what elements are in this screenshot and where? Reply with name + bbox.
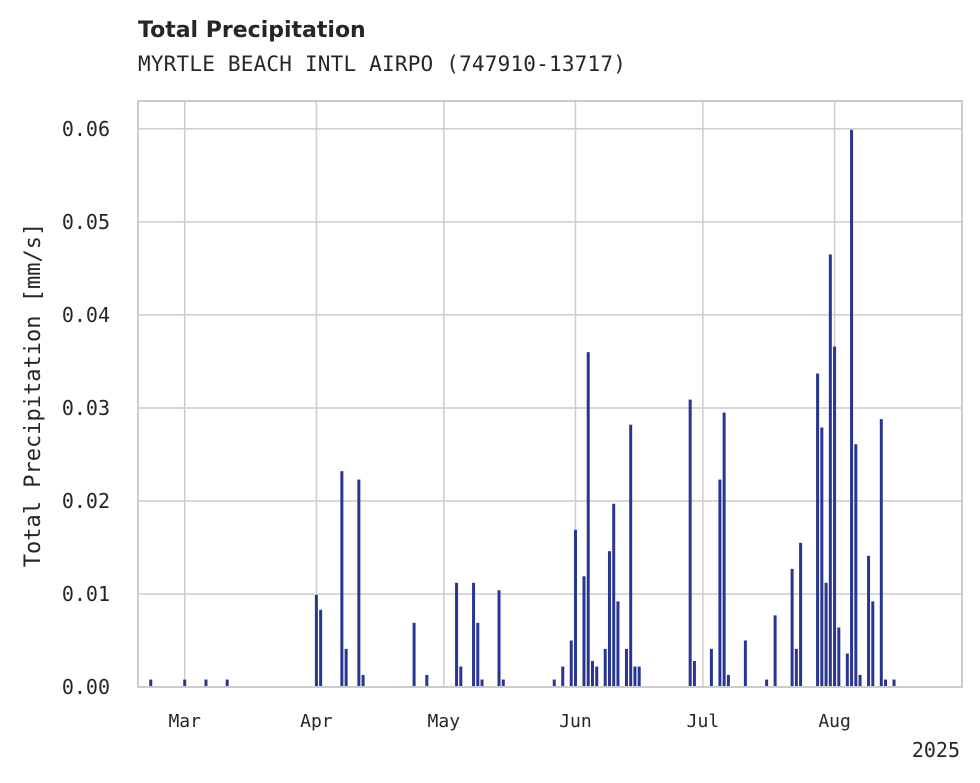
x-tick-labels: Mar Apr May Jun Jul Aug [168, 711, 850, 732]
x-tick-label: Aug [818, 711, 851, 732]
precipitation-bar [892, 679, 896, 687]
plot-frame [137, 100, 963, 688]
precipitation-bar [340, 471, 344, 687]
precipitation-bar [497, 590, 501, 687]
precipitation-bar [722, 412, 726, 687]
precipitation-bar [790, 568, 794, 687]
precipitation-bar [794, 648, 798, 687]
precipitation-bar [459, 666, 463, 687]
y-tick-label: 0.00 [62, 675, 110, 699]
precipitation-bar [183, 679, 187, 687]
precipitation-bar [319, 609, 323, 687]
precipitation-bar [412, 622, 416, 687]
x-tick-label: Apr [300, 711, 333, 732]
precipitation-bar [816, 373, 820, 687]
x-tick-label: May [428, 711, 461, 732]
precipitation-bar [603, 648, 607, 687]
precipitation-bar [314, 594, 318, 687]
precipitation-bar [692, 660, 696, 687]
precipitation-bar [480, 679, 484, 687]
precipitation-bar [867, 555, 871, 687]
precipitation-bar [590, 660, 594, 687]
precipitation-bar [569, 640, 573, 687]
precipitation-bar [633, 666, 637, 687]
precipitation-bar [850, 129, 854, 688]
x-axis-year-label: 2025 [912, 738, 960, 762]
precipitation-bar [884, 679, 888, 687]
precipitation-bar [149, 679, 153, 687]
precipitation-bar [472, 582, 476, 687]
precipitation-bar [871, 601, 875, 687]
precipitation-bars [149, 129, 896, 688]
x-tick-label: Mar [168, 711, 201, 732]
y-axis-label: Total Precipitation [mm/s] [21, 223, 46, 567]
precipitation-bar [357, 479, 361, 687]
precipitation-bar [344, 648, 348, 687]
precipitation-bar [773, 615, 777, 687]
precipitation-bar [361, 674, 365, 687]
y-tick-labels: 0.00 0.01 0.02 0.03 0.04 0.05 0.06 [62, 117, 110, 699]
precipitation-bar [845, 653, 849, 687]
precipitation-bar [204, 679, 208, 687]
precipitation-bar [624, 648, 628, 687]
precipitation-bar [637, 666, 641, 687]
y-tick-label: 0.02 [62, 489, 110, 513]
precipitation-bar [824, 582, 828, 687]
precipitation-bar [586, 352, 590, 687]
precipitation-bar [726, 674, 730, 687]
precipitation-bar [833, 346, 837, 687]
grid-lines [138, 101, 962, 688]
precipitation-bar [854, 444, 858, 687]
precipitation-bar [476, 622, 480, 687]
precipitation-bar [858, 674, 862, 687]
precipitation-bar [799, 542, 803, 687]
y-tick-label: 0.05 [62, 210, 110, 234]
y-tick-label: 0.01 [62, 582, 110, 606]
precipitation-bar [455, 582, 459, 687]
x-tick-label: Jul [687, 711, 720, 732]
y-tick-label: 0.03 [62, 396, 110, 420]
precipitation-bar [828, 254, 832, 687]
precipitation-bar [612, 503, 616, 687]
precipitation-bar [616, 601, 620, 687]
precipitation-bar [595, 666, 599, 687]
chart-title: Total Precipitation [138, 18, 366, 43]
precipitation-bar [561, 666, 565, 687]
precipitation-bar [629, 424, 633, 687]
y-tick-label: 0.06 [62, 117, 110, 141]
precipitation-bar [837, 627, 841, 687]
precipitation-bar [582, 576, 586, 687]
precipitation-bar [425, 674, 429, 687]
precipitation-bar [765, 679, 769, 687]
precipitation-bar [225, 679, 229, 687]
precipitation-bar [501, 679, 505, 687]
precipitation-bar [709, 648, 713, 687]
precipitation-bar [743, 640, 747, 687]
precipitation-bar [607, 551, 611, 687]
chart-subtitle: MYRTLE BEACH INTL AIRPO (747910-13717) [138, 52, 627, 76]
y-tick-label: 0.04 [62, 303, 110, 327]
precipitation-bar [820, 427, 824, 687]
precipitation-bar [718, 479, 722, 687]
precipitation-bar [573, 529, 577, 687]
precipitation-bar [879, 419, 883, 687]
precipitation-bar [552, 679, 556, 687]
precipitation-bar [688, 399, 692, 687]
x-tick-label: Jun [559, 711, 592, 732]
